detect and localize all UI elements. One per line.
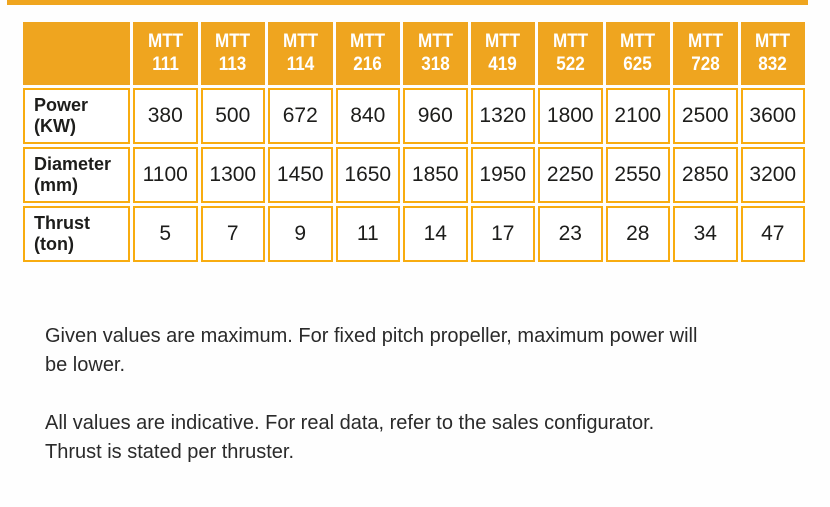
footnote-line: Thrust is stated per thruster. [45, 441, 294, 463]
header-corner-cell [23, 22, 130, 85]
table-row-diameter: Diameter (mm) 1100 1300 1450 1650 1850 1950 2250… [23, 147, 805, 203]
table-cell: 1300 [200, 147, 265, 203]
table-cell: 672 [268, 88, 333, 144]
footnotes: Given values are maximum. For fixed pitc… [45, 322, 697, 496]
table-row-thrust: Thrust (ton) 5 7 9 11 14 17 23 28 34 47 [23, 206, 805, 262]
table-cell: 2550 [605, 147, 670, 203]
table-cell: 28 [605, 206, 670, 262]
table-cell: 2850 [673, 147, 738, 203]
row-label: Diameter (mm) [23, 147, 130, 203]
column-header-label: MTT 111 [147, 31, 183, 75]
table-cell: 1450 [268, 147, 333, 203]
row-label: Thrust (ton) [23, 206, 130, 262]
column-header-label: MTT 832 [755, 31, 791, 75]
footnote-line: All values are indicative. For real data… [45, 412, 655, 434]
table-cell: 17 [470, 206, 535, 262]
footnote-1: Given values are maximum. For fixed pitc… [45, 322, 697, 380]
column-header-label: MTT 419 [485, 31, 521, 75]
column-header-label: MTT 318 [417, 31, 453, 75]
table-cell: 1800 [538, 88, 603, 144]
column-header-mtt-522: MTT 522 [538, 22, 603, 85]
table-cell: 7 [200, 206, 265, 262]
column-header-mtt-625: MTT 625 [605, 22, 670, 85]
footnote-line: Given values are maximum. For fixed pitc… [45, 325, 698, 347]
table-cell: 3600 [740, 88, 805, 144]
table-cell: 1100 [133, 147, 198, 203]
spec-table-body: Power (KW) 380 500 672 840 960 1320 1800 2100 2500… [23, 88, 805, 262]
column-header-mtt-419: MTT 419 [470, 22, 535, 85]
header-row: MTT 111 MTT 113 MTT 114 MTT 216 MTT 318 MTT 419 MTT 5… [23, 22, 805, 85]
table-cell: 1950 [470, 147, 535, 203]
table-cell: 1650 [335, 147, 400, 203]
top-orange-strip [7, 0, 808, 5]
table-cell: 11 [335, 206, 400, 262]
column-header-mtt-113: MTT 113 [200, 22, 265, 85]
table-cell: 47 [740, 206, 805, 262]
table-cell: 1850 [403, 147, 468, 203]
spec-table-header: MTT 111 MTT 113 MTT 114 MTT 216 MTT 318 MTT 419 MTT 5… [23, 22, 805, 85]
table-cell: 500 [200, 88, 265, 144]
column-header-mtt-114: MTT 114 [268, 22, 333, 85]
column-header-label: MTT 113 [215, 31, 251, 75]
column-header-label: MTT 625 [620, 31, 656, 75]
footnote-line: be lower. [45, 354, 126, 376]
footnote-2: All values are indicative. For real data… [45, 409, 697, 467]
table-cell: 34 [673, 206, 738, 262]
table-cell: 380 [133, 88, 198, 144]
column-header-mtt-216: MTT 216 [335, 22, 400, 85]
thruster-spec-table-wrap: MTT 111 MTT 113 MTT 114 MTT 216 MTT 318 MTT 419 MTT 5… [20, 19, 808, 265]
column-header-mtt-832: MTT 832 [740, 22, 805, 85]
column-header-label: MTT 114 [282, 31, 318, 75]
table-cell: 3200 [740, 147, 805, 203]
table-cell: 840 [335, 88, 400, 144]
column-header-mtt-318: MTT 318 [403, 22, 468, 85]
table-cell: 1320 [470, 88, 535, 144]
table-cell: 5 [133, 206, 198, 262]
table-cell: 2500 [673, 88, 738, 144]
column-header-label: MTT 522 [552, 31, 588, 75]
column-header-label: MTT 728 [687, 31, 723, 75]
table-cell: 2250 [538, 147, 603, 203]
column-header-mtt-728: MTT 728 [673, 22, 738, 85]
column-header-label: MTT 216 [350, 31, 386, 75]
table-cell: 23 [538, 206, 603, 262]
table-cell: 14 [403, 206, 468, 262]
table-cell: 2100 [605, 88, 670, 144]
table-cell: 960 [403, 88, 468, 144]
table-row-power: Power (KW) 380 500 672 840 960 1320 1800 2100 2500… [23, 88, 805, 144]
table-cell: 9 [268, 206, 333, 262]
row-label: Power (KW) [23, 88, 130, 144]
column-header-mtt-111: MTT 111 [133, 22, 198, 85]
thruster-spec-table: MTT 111 MTT 113 MTT 114 MTT 216 MTT 318 MTT 419 MTT 5… [20, 19, 808, 265]
